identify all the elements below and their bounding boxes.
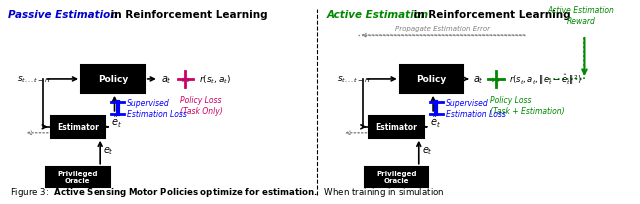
Text: Supervised
Estimation Loss: Supervised Estimation Loss: [127, 98, 187, 118]
FancyBboxPatch shape: [365, 167, 428, 187]
Text: $s_{t...t-H}$: $s_{t...t-H}$: [17, 74, 51, 85]
FancyBboxPatch shape: [369, 116, 424, 138]
FancyBboxPatch shape: [51, 116, 105, 138]
Text: Estimator: Estimator: [376, 123, 417, 132]
Text: $e_t$: $e_t$: [422, 144, 433, 156]
Text: Active Estimation: Active Estimation: [326, 10, 429, 20]
Text: Propagate Estimation Error: Propagate Estimation Error: [395, 26, 490, 32]
Text: $\mapsto$: $\mapsto$: [180, 75, 191, 84]
Text: in Reinforcement Learning: in Reinforcement Learning: [410, 10, 571, 20]
Text: $\hat{e}_t$: $\hat{e}_t$: [430, 113, 441, 129]
Text: $\mapsto$: $\mapsto$: [490, 75, 502, 84]
Text: Estimator: Estimator: [57, 123, 99, 132]
Text: $a_t$: $a_t$: [161, 74, 172, 85]
Text: Policy: Policy: [417, 75, 447, 84]
Text: $s_{t...t-H}$: $s_{t...t-H}$: [337, 74, 371, 85]
FancyBboxPatch shape: [46, 167, 109, 187]
Text: $a_t$: $a_t$: [473, 74, 484, 85]
Text: $r(s_t, a_t)$: $r(s_t, a_t)$: [199, 73, 231, 86]
Text: $\hat{e}_t$: $\hat{e}_t$: [111, 113, 122, 129]
Text: Privileged
Oracle: Privileged Oracle: [376, 170, 417, 184]
Text: Supervised
Estimation Loss: Supervised Estimation Loss: [446, 98, 506, 118]
Text: $r(s_t, a_t, \|e_t - \hat{e}_t\|^2)$: $r(s_t, a_t, \|e_t - \hat{e}_t\|^2)$: [509, 72, 582, 87]
Text: $e_t$: $e_t$: [103, 144, 114, 156]
Text: Privileged
Oracle: Privileged Oracle: [58, 170, 98, 184]
Text: Active Estimation
Reward: Active Estimation Reward: [548, 6, 614, 26]
Text: in Reinforcement Learning: in Reinforcement Learning: [106, 10, 267, 20]
Text: Policy: Policy: [98, 75, 128, 84]
Text: Figure 3:  $\bf{Active\ Sensing\ Motor\ Policies\ optimize\ for\ estimation.}$  : Figure 3: $\bf{Active\ Sensing\ Motor\ P…: [10, 185, 444, 198]
FancyBboxPatch shape: [399, 66, 463, 93]
Text: Passive Estimation: Passive Estimation: [8, 10, 117, 20]
Text: Policy Loss
(Task Only): Policy Loss (Task Only): [180, 95, 223, 115]
FancyBboxPatch shape: [81, 66, 145, 93]
Text: Policy Loss
(Task + Estimation): Policy Loss (Task + Estimation): [490, 95, 564, 115]
